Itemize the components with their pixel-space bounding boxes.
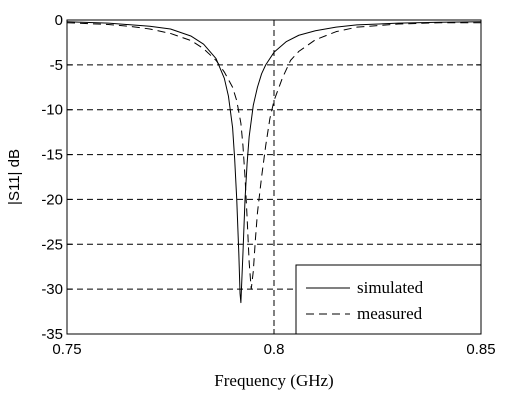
x-tick-label: 0.8 — [264, 341, 285, 358]
y-tick-label: 0 — [55, 12, 63, 29]
y-axis-label: |S11| dB — [6, 149, 23, 205]
x-tick-label: 0.85 — [466, 341, 495, 358]
y-tick-label: -35 — [41, 326, 63, 343]
y-tick-label: -30 — [41, 281, 63, 298]
series-line-measured — [66, 22, 481, 290]
series-line-simulated — [66, 21, 482, 304]
legend-label-measured: measured — [357, 304, 423, 323]
ticks: 0 -5 -10 -15 -20 -25 -30 -350.75 0.8 0.85 — [41, 12, 495, 358]
legend-box — [295, 264, 482, 335]
y-tick-label: -25 — [41, 236, 63, 253]
legend-label-simulated: simulated — [357, 278, 424, 297]
y-tick-label: -5 — [50, 57, 63, 74]
legend: simulated measured — [295, 264, 482, 335]
x-axis-label: Frequency (GHz) — [214, 371, 333, 390]
series-layer — [66, 21, 482, 304]
y-tick-label: -15 — [41, 147, 63, 164]
x-tick-label: 0.75 — [52, 341, 81, 358]
y-tick-label: -10 — [41, 102, 63, 119]
y-tick-label: -20 — [41, 191, 63, 208]
